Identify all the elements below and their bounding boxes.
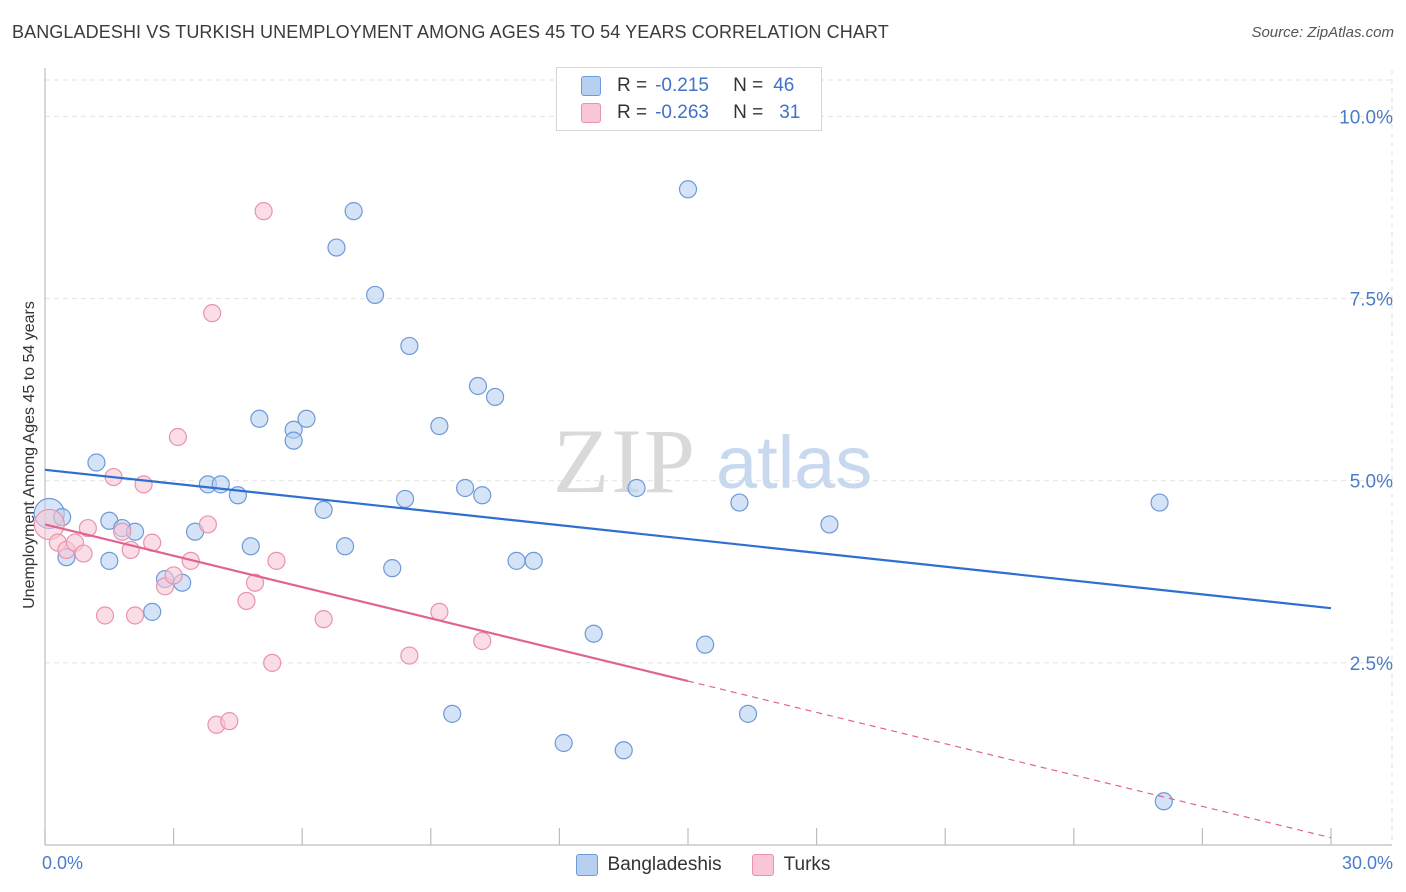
y-tick-labels: 2.5% 5.0% 7.5% 10.0%: [1339, 107, 1393, 674]
point-bangladeshis: [738, 704, 758, 723]
series-turks: [33, 202, 492, 734]
x-tick-label-end: 30.0%: [1342, 853, 1393, 873]
point-bangladeshis: [335, 537, 355, 556]
point-turks: [198, 515, 217, 534]
legend-item-turks[interactable]: Turks: [751, 854, 831, 876]
point-bangladeshis: [395, 489, 415, 509]
point-bangladeshis: [468, 376, 488, 396]
legend-r-label: R =: [617, 102, 648, 123]
point-bangladeshis: [820, 515, 839, 534]
point-turks: [125, 606, 145, 625]
y-tick-label: 5.0%: [1350, 472, 1393, 493]
legend-swatch-turks: [581, 103, 601, 123]
point-bangladeshis: [327, 238, 346, 257]
point-turks: [78, 518, 97, 538]
point-bangladeshis: [143, 602, 162, 621]
watermark-zip: ZIP: [553, 410, 697, 512]
correlation-legend: R = -0.215 N = 46 R = -0.263 N = 31: [556, 67, 822, 131]
legend-swatch-bangladeshis: [575, 854, 598, 876]
legend-n-label: N =: [733, 102, 764, 123]
point-turks: [473, 631, 492, 651]
point-turks: [168, 427, 187, 447]
point-bangladeshis: [678, 180, 698, 199]
point-turks: [245, 573, 265, 592]
point-bangladeshis: [383, 559, 402, 578]
point-bangladeshis: [297, 409, 316, 428]
trend-line-turks: [44, 523, 689, 683]
point-turks: [220, 712, 239, 731]
watermark-atlas: atlas: [716, 421, 872, 504]
point-turks: [74, 544, 93, 563]
legend-n-value: 46: [773, 75, 795, 96]
legend-n-value: 31: [779, 102, 801, 123]
point-bangladeshis: [696, 635, 715, 654]
x-tick-label-start: 0.0%: [42, 853, 83, 873]
point-bangladeshis: [430, 416, 449, 436]
point-turks: [203, 304, 222, 323]
legend-n-label: N =: [733, 75, 764, 96]
y-tick-label: 2.5%: [1350, 654, 1393, 675]
point-bangladeshis: [486, 387, 505, 407]
series-legend: Bangladeshis Turks: [0, 852, 1406, 878]
point-bangladeshis: [455, 478, 475, 498]
x-tick-labels: 0.0% 30.0%: [42, 853, 1393, 873]
legend-r-value: -0.215: [655, 75, 709, 96]
legend-r-label: R =: [617, 75, 648, 96]
legend-label-bangladeshis: Bangladeshis: [607, 854, 722, 875]
point-turks: [263, 653, 282, 672]
point-bangladeshis: [627, 478, 646, 498]
point-turks: [134, 475, 153, 494]
point-turks: [267, 551, 286, 570]
point-bangladeshis: [241, 537, 260, 556]
legend-r-value: -0.263: [655, 102, 709, 123]
point-bangladeshis: [730, 493, 749, 512]
point-bangladeshis: [314, 500, 333, 519]
point-bangladeshis: [87, 453, 106, 472]
legend-swatch-turks: [751, 854, 774, 876]
point-bangladeshis: [507, 551, 526, 570]
trend-lines: [44, 468, 1332, 839]
point-bangladeshis: [284, 431, 303, 450]
legend-item-bangladeshis[interactable]: Bangladeshis: [575, 854, 722, 876]
legend-label-turks: Turks: [783, 854, 831, 875]
point-bangladeshis: [365, 285, 385, 305]
point-turks: [400, 646, 419, 665]
point-bangladeshis: [344, 202, 363, 221]
point-bangladeshis: [554, 733, 573, 753]
watermark: ZIP atlas: [553, 410, 872, 512]
axes: [44, 68, 1392, 846]
point-bangladeshis: [100, 551, 119, 570]
point-bangladeshis: [1150, 493, 1169, 512]
trend-line-turks-extension: [687, 680, 1332, 839]
point-turks: [113, 522, 132, 541]
source-label: Source: ZipAtlas.com: [1251, 24, 1394, 41]
y-tick-label: 7.5%: [1350, 290, 1393, 311]
point-turks: [95, 606, 115, 625]
point-bangladeshis: [400, 336, 419, 356]
point-bangladeshis: [584, 624, 603, 643]
point-bangladeshis: [1154, 792, 1173, 811]
legend-row-turks: R = -0.263 N = 31: [581, 100, 800, 126]
point-turks: [254, 202, 273, 221]
chart-title: BANGLADESHI VS TURKISH UNEMPLOYMENT AMON…: [12, 22, 889, 42]
point-turks: [314, 610, 333, 629]
point-turks: [164, 566, 183, 585]
gridlines: [45, 70, 1393, 845]
point-bangladeshis: [614, 741, 633, 760]
point-bangladeshis: [524, 551, 543, 570]
point-bangladeshis: [473, 486, 492, 505]
legend-row-bangladeshis: R = -0.215 N = 46: [581, 73, 794, 99]
trend-line-bangladeshis: [44, 468, 1332, 610]
y-tick-label: 10.0%: [1339, 107, 1393, 128]
point-bangladeshis: [443, 704, 462, 723]
point-turks: [430, 602, 449, 621]
point-turks: [237, 591, 256, 611]
point-bangladeshis: [250, 409, 269, 428]
legend-swatch-bangladeshis: [581, 76, 601, 96]
